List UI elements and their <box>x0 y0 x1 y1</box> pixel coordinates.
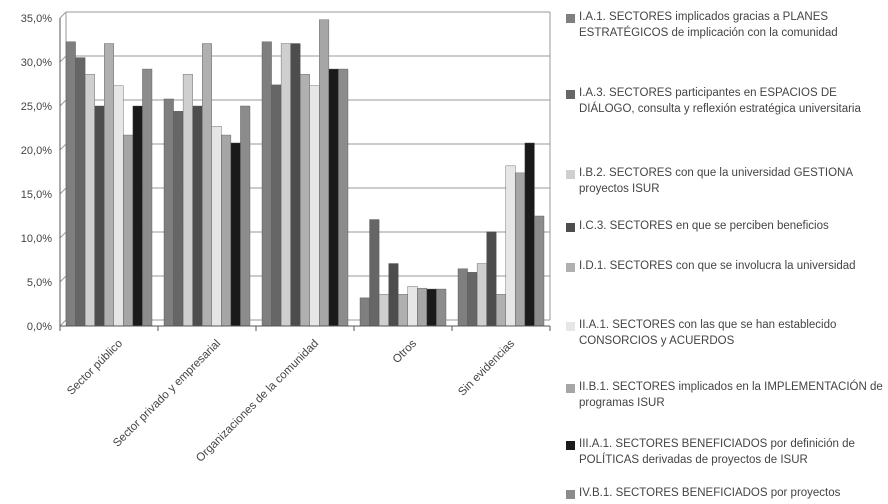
legend-item: I.A.1. SECTORES implicados gracias a PLA… <box>566 10 884 41</box>
legend-label: I.D.1. SECTORES con que se involucra la … <box>579 260 856 272</box>
bar <box>173 111 184 327</box>
legend-swatch <box>566 90 575 99</box>
bar <box>417 287 428 327</box>
gridline-side <box>59 99 67 107</box>
bar <box>94 105 105 327</box>
gridline-side <box>59 231 67 239</box>
bar <box>515 172 526 327</box>
bar <box>467 272 478 327</box>
y-tick-labels: 0,0% 5,0% 10,0% 15,0% 20,0% 25,0% 30,0% 35,0% <box>21 13 52 333</box>
bar <box>202 43 212 327</box>
legend-swatch <box>566 223 575 232</box>
bar <box>309 85 320 327</box>
bar <box>407 286 418 327</box>
legend-swatch <box>566 263 575 272</box>
bar <box>496 294 506 327</box>
legend-label: II.B.1. SECTORES implicados en la IMPLEM… <box>579 381 883 409</box>
bar <box>436 288 447 327</box>
bar <box>104 43 114 327</box>
y-tick-label: 20,0% <box>21 145 52 157</box>
y-tick-label: 0,0% <box>27 321 52 333</box>
bar <box>388 263 399 327</box>
legend-swatch <box>566 490 575 499</box>
bar <box>261 41 272 327</box>
x-category-label: Organizaciones de la comunidad <box>194 338 321 465</box>
bar <box>359 297 370 327</box>
y-tick-label: 5,0% <box>27 277 52 289</box>
legend-label: I.A.3. SECTORES participantes en ESPACIO… <box>579 87 861 115</box>
bars <box>65 19 545 327</box>
legend-swatch <box>566 384 575 393</box>
gridline-side <box>59 187 67 195</box>
legend-label: I.C.3. SECTORES en que se perciben benef… <box>579 220 829 232</box>
bar <box>142 68 153 327</box>
y-tick-label: 30,0% <box>21 57 52 69</box>
axes <box>59 18 551 331</box>
gridline-side <box>59 275 67 283</box>
legend-item: I.C.3. SECTORES en que se perciben benef… <box>566 219 884 235</box>
x-category-label: Sector privado y empresarial <box>111 338 223 450</box>
bar <box>221 134 232 327</box>
bar <box>300 74 310 327</box>
legend-item: III.A.1. SECTORES BENEFICIADOS por defin… <box>566 437 884 468</box>
legend-item: II.B.1. SECTORES implicados en la IMPLEM… <box>566 380 884 411</box>
legend-swatch <box>566 322 575 331</box>
bar <box>290 43 301 327</box>
gridline-side <box>59 143 67 151</box>
bar <box>240 105 251 327</box>
bar <box>486 231 497 327</box>
bar <box>123 134 134 327</box>
bar <box>132 105 143 327</box>
y-tick-label: 35,0% <box>21 13 52 25</box>
y-tick-label: 10,0% <box>21 233 52 245</box>
legend-label: II.A.1. SECTORES con las que se han esta… <box>579 319 837 347</box>
bar <box>378 294 389 327</box>
gridline-side <box>59 319 67 327</box>
bar <box>524 142 535 327</box>
bar <box>505 165 516 327</box>
legend-item: I.D.1. SECTORES con que se involucra la … <box>566 259 884 275</box>
gridline-side <box>59 55 67 63</box>
bar <box>369 219 380 327</box>
bar <box>476 263 487 327</box>
legend-label: III.A.1. SECTORES BENEFICIADOS por defin… <box>579 438 855 466</box>
legend-swatch <box>566 14 575 23</box>
legend-item: I.B.2. SECTORES con que la universidad G… <box>566 166 884 197</box>
bar <box>182 74 193 327</box>
legend-swatch <box>566 441 575 450</box>
bar <box>163 98 174 327</box>
y-tick-label: 15,0% <box>21 189 52 201</box>
bar <box>398 294 408 327</box>
legend-label: I.A.1. SECTORES implicados gracias a PLA… <box>579 11 838 39</box>
bar <box>271 84 282 327</box>
bar <box>75 57 86 327</box>
gridline-side <box>59 11 67 19</box>
bar <box>280 43 291 327</box>
bar <box>192 105 203 327</box>
legend-item: I.A.3. SECTORES participantes en ESPACIO… <box>566 86 884 117</box>
bar-chart: 0,0% 5,0% 10,0% 15,0% 20,0% 25,0% 30,0% 35,0% S… <box>21 11 551 465</box>
bar <box>319 19 330 327</box>
legend-label: I.B.2. SECTORES con que la universidad G… <box>579 167 853 195</box>
y-tick-label: 25,0% <box>21 101 52 113</box>
bar <box>211 126 222 327</box>
x-category-label: Sector público <box>65 338 125 398</box>
bar <box>65 41 76 327</box>
bar <box>338 68 349 327</box>
legend-label: IV.B.1. SECTORES BENEFICIADOS por proyec… <box>579 487 841 499</box>
bar <box>328 68 339 327</box>
legend-item: IV.B.1. SECTORES BENEFICIADOS por proyec… <box>566 486 884 502</box>
x-category-label: Otros <box>391 337 420 366</box>
legend-item: II.A.1. SECTORES con las que se han esta… <box>566 318 884 349</box>
bar <box>84 74 95 327</box>
legend-swatch <box>566 170 575 179</box>
x-category-label: Sin evidencias <box>456 337 517 398</box>
bar <box>457 268 468 327</box>
bar <box>426 288 437 327</box>
bar <box>534 215 545 327</box>
bar <box>113 85 124 327</box>
bar <box>230 142 241 327</box>
